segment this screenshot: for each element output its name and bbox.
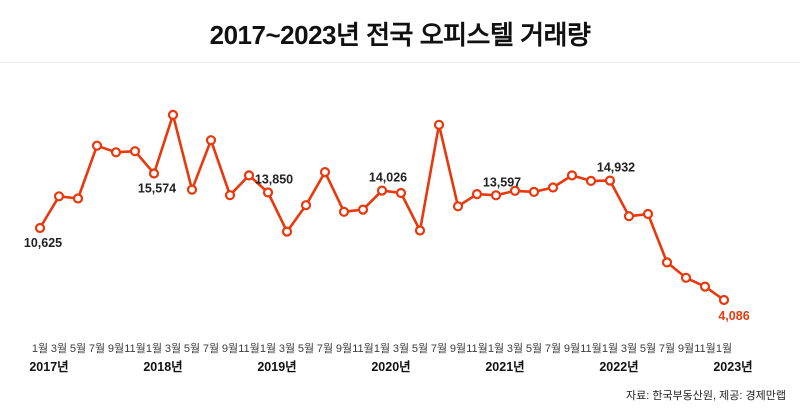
data-point-marker bbox=[110, 147, 122, 158]
data-point-marker bbox=[186, 184, 198, 195]
x-tick-label: 1월 bbox=[716, 342, 732, 355]
x-tick-label: 5월 bbox=[184, 342, 200, 355]
chart-title: 2017~2023년 전국 오피스텔 거래량 bbox=[209, 20, 591, 50]
data-point-marker bbox=[509, 185, 521, 196]
data-point-marker bbox=[433, 119, 445, 130]
data-point-marker bbox=[718, 294, 730, 306]
data-point-marker bbox=[300, 200, 312, 211]
x-tick-label: 5월 bbox=[526, 342, 542, 355]
data-point-marker bbox=[471, 189, 483, 200]
x-tick-label: 5월 bbox=[640, 342, 656, 355]
data-point-marker bbox=[91, 140, 103, 151]
data-point-marker bbox=[281, 226, 293, 237]
data-label: 14,026 bbox=[369, 171, 407, 185]
data-label: 13,597 bbox=[483, 175, 521, 189]
x-tick-label: 1월 bbox=[488, 342, 504, 355]
data-label: 15,574 bbox=[138, 182, 176, 196]
data-point-marker bbox=[585, 175, 597, 187]
x-year-label: 2018년 bbox=[143, 360, 182, 374]
x-year-label: 2021년 bbox=[485, 360, 524, 374]
data-label: 14,932 bbox=[597, 161, 635, 175]
x-tick-label: 7월 bbox=[203, 342, 219, 355]
x-tick-label: 11월 bbox=[238, 342, 260, 355]
data-point-marker bbox=[547, 182, 559, 193]
x-tick-label: 1월 bbox=[146, 342, 162, 355]
data-point-marker bbox=[34, 222, 46, 234]
data-point-marker bbox=[129, 146, 141, 157]
x-tick-label: 9월 bbox=[564, 342, 580, 355]
data-point-marker bbox=[680, 272, 692, 283]
x-tick-label: 9월 bbox=[678, 342, 694, 355]
data-point-marker bbox=[642, 208, 654, 220]
x-tick-label: 1월 bbox=[260, 342, 276, 355]
x-year-label: 2023년 bbox=[713, 360, 752, 374]
x-year-label: 2019년 bbox=[257, 360, 296, 374]
data-point-marker bbox=[148, 168, 160, 179]
data-point-marker bbox=[661, 257, 673, 268]
x-tick-label: 11월 bbox=[694, 342, 716, 355]
source-note: 자료: 한국부동산원, 제공: 경제만랩 bbox=[625, 390, 786, 402]
x-tick-label: 3월 bbox=[51, 342, 67, 355]
data-point-marker bbox=[53, 191, 65, 202]
x-tick-label: 5월 bbox=[412, 342, 428, 355]
x-tick-label: 9월 bbox=[336, 342, 352, 355]
x-year-label: 2017년 bbox=[29, 360, 68, 374]
data-point-marker bbox=[528, 186, 540, 198]
data-point-marker bbox=[262, 187, 274, 198]
data-point-marker bbox=[395, 187, 407, 199]
x-tick-label: 3월 bbox=[165, 342, 181, 355]
data-point-marker bbox=[167, 109, 179, 121]
data-point-marker bbox=[604, 175, 616, 186]
x-tick-label: 11월 bbox=[466, 342, 488, 355]
data-point-marker bbox=[566, 170, 578, 181]
data-point-marker bbox=[205, 135, 217, 146]
x-tick-label: 3월 bbox=[279, 342, 295, 355]
x-tick-label: 3월 bbox=[393, 342, 409, 355]
data-point-marker bbox=[699, 281, 711, 292]
data-point-marker bbox=[338, 206, 350, 217]
x-tick-label: 1월 bbox=[32, 342, 48, 355]
data-line bbox=[38, 113, 726, 302]
x-tick-label: 9월 bbox=[450, 342, 466, 355]
title-divider bbox=[0, 62, 800, 63]
data-point-marker bbox=[414, 225, 426, 236]
x-tick-label: 11월 bbox=[124, 342, 146, 355]
data-point-marker bbox=[319, 166, 331, 178]
x-tick-label: 7월 bbox=[431, 342, 447, 355]
data-label-emphasis: 4,086 bbox=[718, 309, 749, 323]
data-point-marker bbox=[224, 190, 236, 201]
x-tick-label: 11월 bbox=[352, 342, 374, 355]
data-label: 13,850 bbox=[255, 173, 293, 187]
x-tick-label: 3월 bbox=[507, 342, 523, 355]
data-point-marker bbox=[452, 201, 464, 212]
x-tick-label: 5월 bbox=[70, 342, 86, 355]
data-point-marker bbox=[72, 193, 84, 204]
x-tick-label: 9월 bbox=[108, 342, 124, 355]
x-tick-label: 11월 bbox=[580, 342, 602, 355]
x-tick-label: 3월 bbox=[621, 342, 637, 355]
x-tick-label: 9월 bbox=[222, 342, 238, 355]
x-tick-label: 7월 bbox=[89, 342, 105, 355]
x-tick-label: 7월 bbox=[659, 342, 675, 355]
x-tick-label: 5월 bbox=[298, 342, 314, 355]
x-tick-label: 7월 bbox=[545, 342, 561, 355]
data-point-marker bbox=[490, 190, 502, 201]
data-point-marker bbox=[623, 211, 635, 222]
x-tick-label: 7월 bbox=[317, 342, 333, 355]
data-point-marker bbox=[376, 185, 388, 196]
x-tick-label: 1월 bbox=[602, 342, 618, 355]
x-year-label: 2020년 bbox=[371, 360, 410, 374]
x-tick-label: 1월 bbox=[374, 342, 390, 355]
data-label: 10,625 bbox=[24, 236, 62, 250]
x-year-label: 2022년 bbox=[599, 360, 638, 374]
data-point-marker bbox=[357, 204, 369, 215]
data-point-marker bbox=[243, 170, 255, 181]
